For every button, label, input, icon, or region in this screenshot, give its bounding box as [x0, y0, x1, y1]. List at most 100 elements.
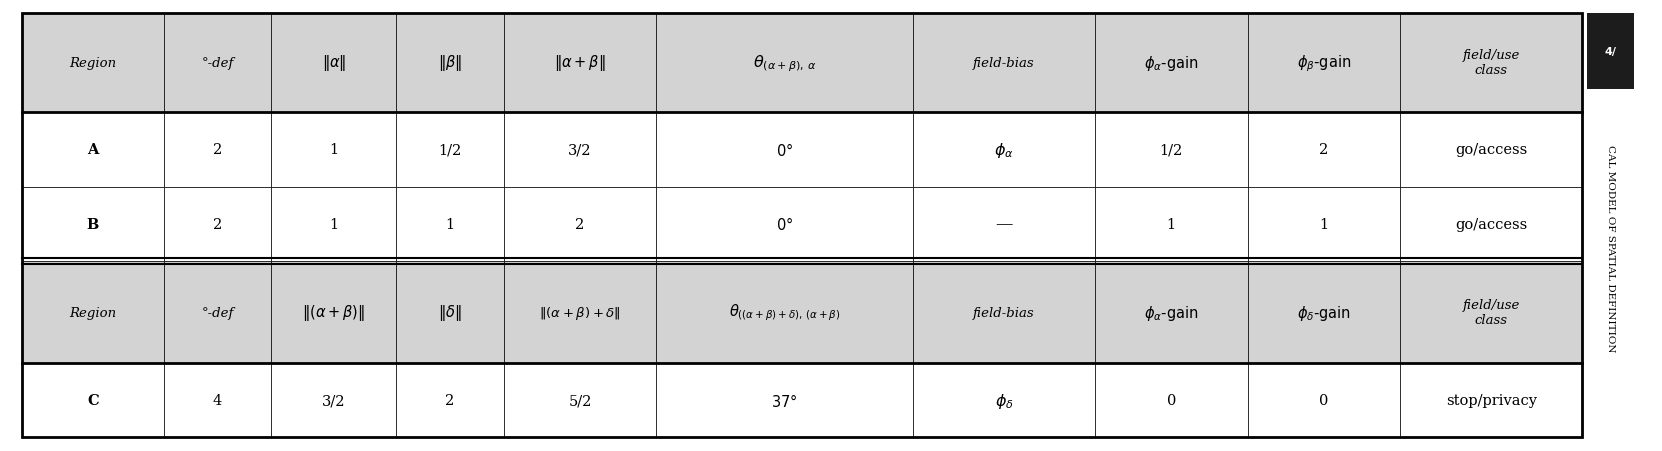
Bar [22, 363, 165, 437]
Text: 2: 2 [1320, 143, 1328, 157]
Text: 4/: 4/ [1604, 47, 1617, 57]
Text: 4: 4 [213, 393, 223, 407]
Bar [1095, 113, 1248, 187]
Text: $\theta_{((\alpha+\beta)+\delta),\,(\alpha+\beta)}$: $\theta_{((\alpha+\beta)+\delta),\,(\alp… [730, 302, 841, 322]
Bar [396, 113, 504, 187]
Bar [656, 262, 912, 363]
Text: $\phi_{\alpha}$-gain: $\phi_{\alpha}$-gain [1143, 303, 1198, 322]
Bar [504, 363, 656, 437]
Bar [22, 14, 165, 113]
Bar [1095, 187, 1248, 262]
Text: Region: Region [70, 57, 116, 69]
Bar [396, 363, 504, 437]
Text: 3/2: 3/2 [322, 393, 346, 407]
Text: 1: 1 [1167, 217, 1175, 231]
Bar [504, 187, 656, 262]
Bar [912, 113, 1095, 187]
Text: $0°$: $0°$ [776, 216, 793, 233]
Bar [1248, 14, 1399, 113]
Bar [165, 187, 271, 262]
Bar [271, 363, 396, 437]
Bar [1399, 363, 1582, 437]
Bar [165, 363, 271, 437]
Text: $\theta_{(\alpha+\beta),\,\alpha}$: $\theta_{(\alpha+\beta),\,\alpha}$ [753, 53, 816, 74]
Text: $\|\alpha\|$: $\|\alpha\|$ [321, 53, 346, 73]
Text: field/use
class: field/use class [1463, 49, 1519, 77]
Text: 1/2: 1/2 [439, 143, 462, 157]
Text: 2: 2 [213, 143, 223, 157]
Text: Region: Region [70, 306, 116, 319]
Bar [165, 113, 271, 187]
Bar [656, 187, 912, 262]
Text: field/use
class: field/use class [1463, 299, 1519, 326]
Bar [396, 14, 504, 113]
Text: $\phi_{\beta}$-gain: $\phi_{\beta}$-gain [1296, 53, 1351, 74]
Text: 1: 1 [1320, 217, 1328, 231]
Bar [1399, 14, 1582, 113]
Text: 1/2: 1/2 [1160, 143, 1183, 157]
Bar [396, 187, 504, 262]
Text: $\phi_{\delta}$-gain: $\phi_{\delta}$-gain [1296, 303, 1351, 322]
Bar [1248, 187, 1399, 262]
Bar [1248, 262, 1399, 363]
Text: 3/2: 3/2 [568, 143, 592, 157]
Bar [22, 262, 165, 363]
Bar [504, 14, 656, 113]
Text: C: C [86, 393, 98, 407]
Text: 1: 1 [329, 143, 339, 157]
Text: 2: 2 [575, 217, 585, 231]
Bar [1095, 262, 1248, 363]
Bar [1587, 14, 1634, 90]
Text: stop/privacy: stop/privacy [1446, 393, 1537, 407]
Bar [504, 262, 656, 363]
Bar [165, 262, 271, 363]
Bar [1248, 363, 1399, 437]
Text: 5/2: 5/2 [568, 393, 592, 407]
Bar [912, 363, 1095, 437]
Bar [165, 14, 271, 113]
Text: go/access: go/access [1454, 217, 1527, 231]
Text: A: A [86, 143, 98, 157]
Text: CAL MODEL OF SPATIAL DEFINITION: CAL MODEL OF SPATIAL DEFINITION [1605, 144, 1615, 352]
Bar [271, 14, 396, 113]
Text: —: — [996, 216, 1012, 233]
Text: 1: 1 [445, 217, 454, 231]
Bar [1399, 262, 1582, 363]
Text: $\phi_{\alpha}$-gain: $\phi_{\alpha}$-gain [1143, 54, 1198, 73]
Text: °-def: °-def [201, 57, 234, 69]
Bar [271, 187, 396, 262]
Text: $\|\delta\|$: $\|\delta\|$ [439, 302, 462, 322]
Text: $37°$: $37°$ [771, 392, 798, 409]
Text: $0°$: $0°$ [776, 142, 793, 158]
Text: $\|(\alpha + \beta) + \delta\|$: $\|(\alpha + \beta) + \delta\|$ [538, 304, 622, 321]
Text: 2: 2 [213, 217, 223, 231]
Text: go/access: go/access [1454, 143, 1527, 157]
Bar [912, 262, 1095, 363]
Text: $\|\alpha + \beta\|$: $\|\alpha + \beta\|$ [553, 53, 607, 73]
Text: 2: 2 [445, 393, 454, 407]
Text: 1: 1 [329, 217, 339, 231]
Bar [912, 14, 1095, 113]
Bar [1399, 113, 1582, 187]
Bar [22, 187, 165, 262]
Bar [1399, 187, 1582, 262]
Text: $\|\beta\|$: $\|\beta\|$ [437, 53, 462, 73]
Text: field-bias: field-bias [974, 306, 1035, 319]
Text: $\|(\alpha + \beta)\|$: $\|(\alpha + \beta)\|$ [302, 302, 366, 322]
Bar [1095, 363, 1248, 437]
Text: field-bias: field-bias [974, 57, 1035, 69]
Bar [22, 113, 165, 187]
Bar [912, 187, 1095, 262]
Bar [1095, 14, 1248, 113]
Bar [271, 113, 396, 187]
Text: 0: 0 [1320, 393, 1328, 407]
Bar [656, 363, 912, 437]
Text: $\phi_{\delta}$: $\phi_{\delta}$ [994, 391, 1014, 410]
Bar [1248, 113, 1399, 187]
Text: $\phi_{\alpha}$: $\phi_{\alpha}$ [994, 140, 1014, 160]
Text: 0: 0 [1167, 393, 1177, 407]
Bar [396, 262, 504, 363]
Bar [271, 262, 396, 363]
Text: °-def: °-def [201, 306, 234, 319]
Bar [656, 14, 912, 113]
